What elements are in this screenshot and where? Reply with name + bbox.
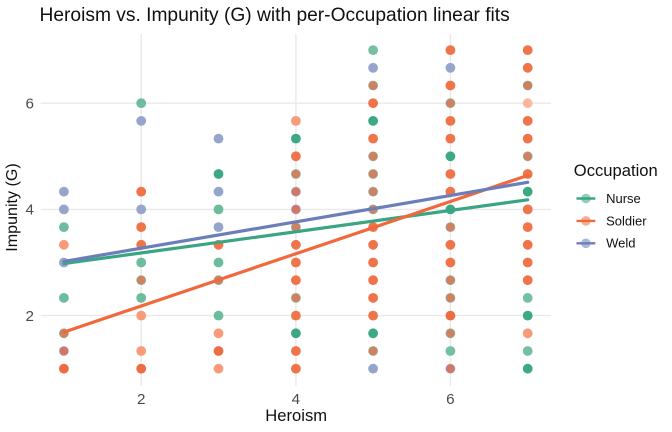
svg-text:6: 6 [26,96,34,113]
svg-text:4: 4 [292,391,300,408]
svg-text:2: 2 [137,391,145,408]
svg-text:Nurse: Nurse [606,191,641,206]
svg-text:Occupation: Occupation [574,161,658,180]
svg-text:Weld: Weld [606,236,635,251]
svg-text:Heroism: Heroism [265,406,327,425]
svg-text:Impunity (G): Impunity (G) [3,163,21,252]
svg-text:Heroism vs. Impunity (G) with: Heroism vs. Impunity (G) with per-Occupa… [40,5,510,26]
svg-text:2: 2 [26,308,34,325]
svg-text:6: 6 [446,391,454,408]
svg-text:4: 4 [26,202,34,219]
svg-text:Soldier: Soldier [606,213,647,228]
